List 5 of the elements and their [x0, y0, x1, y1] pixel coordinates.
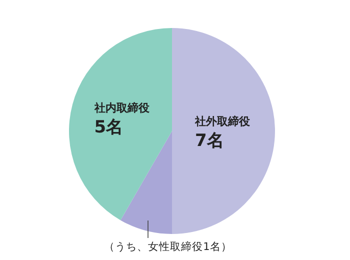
annotation: 社外取締役	[195, 115, 250, 128]
slice-label: 社内取締役	[93, 102, 150, 115]
annotation: 7名	[195, 131, 224, 151]
slice-label: （うち、女性取締役1名）	[104, 240, 232, 253]
data-label: 5名	[94, 118, 124, 138]
